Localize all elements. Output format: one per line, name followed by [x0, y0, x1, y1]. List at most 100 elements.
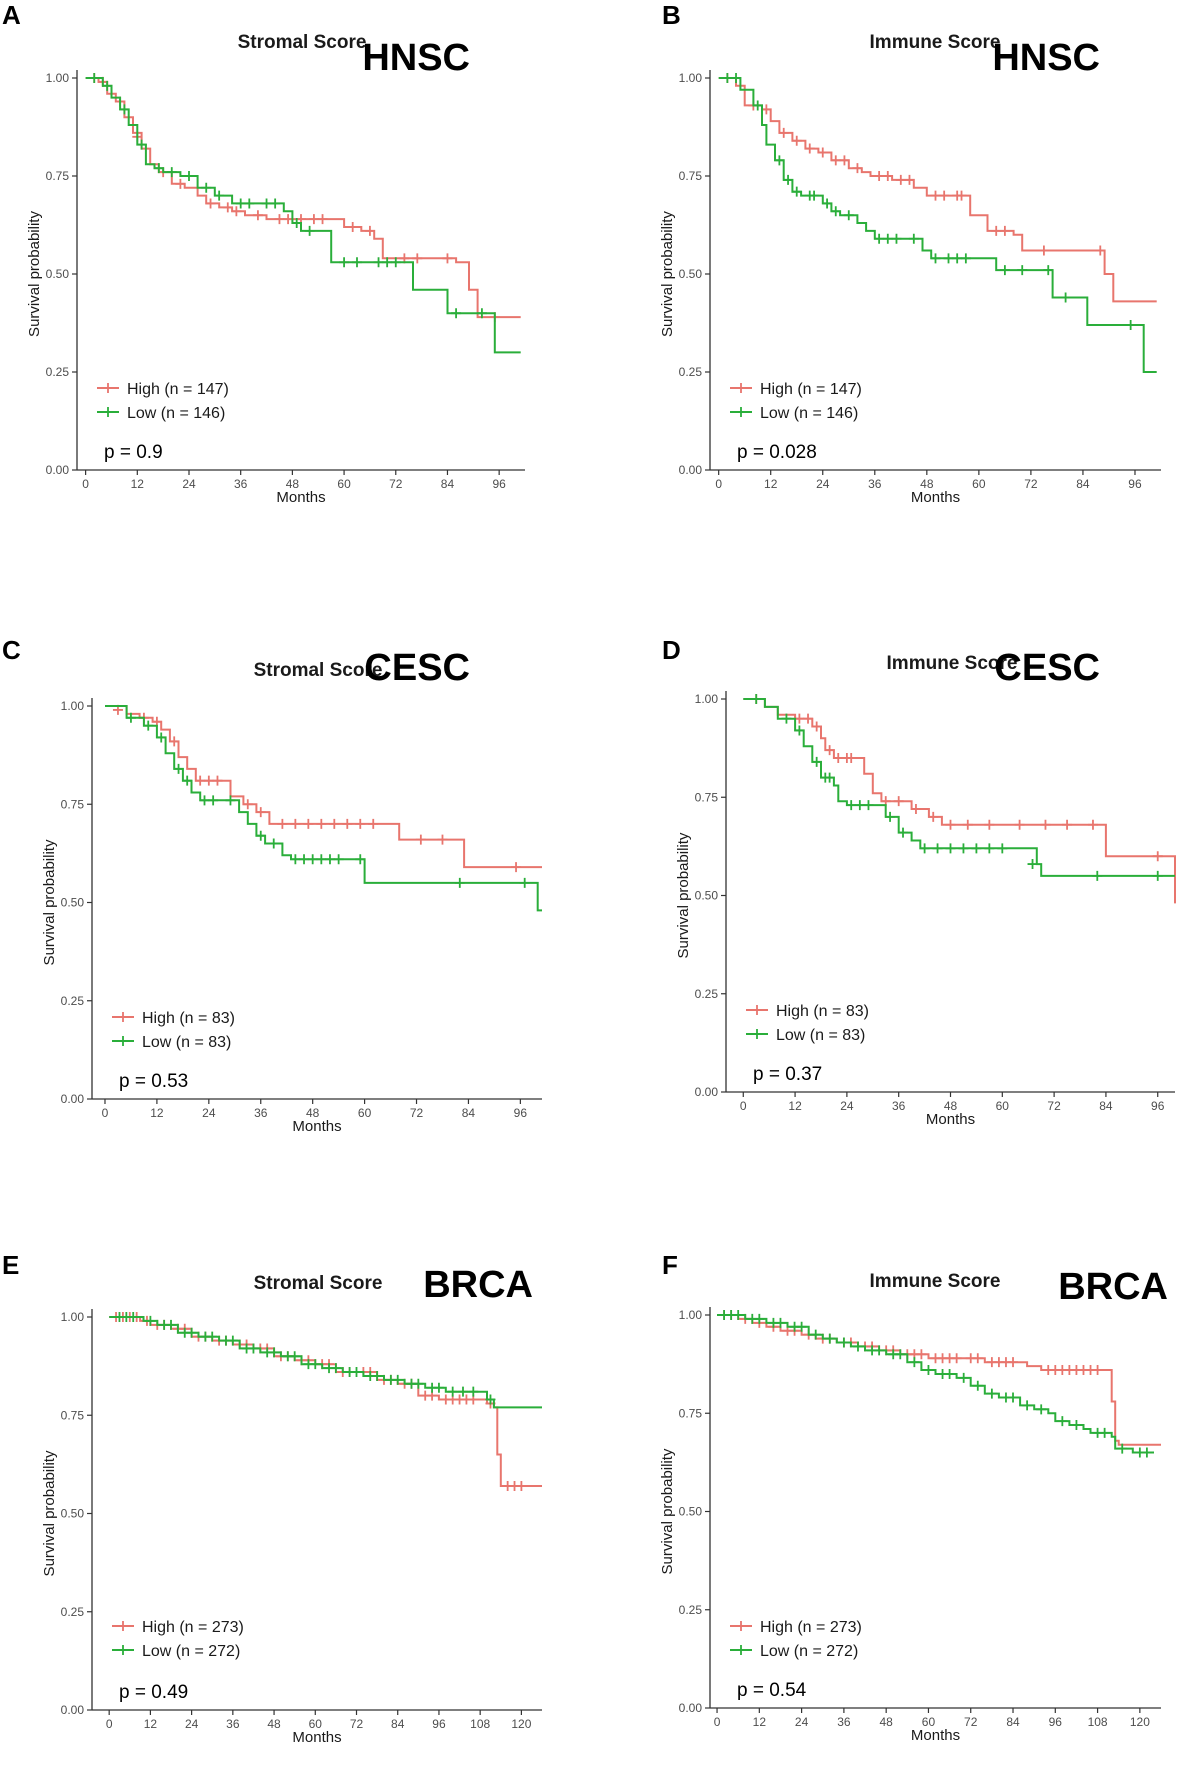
censor-mark-low [908, 233, 919, 244]
x-tick-label: 48 [920, 477, 934, 491]
censor-mark-low [997, 843, 1008, 854]
censor-mark-high [999, 225, 1010, 236]
censor-mark-high [817, 147, 828, 158]
panel-label: A [2, 0, 21, 30]
censor-mark-low [854, 800, 865, 811]
censor-mark-high [972, 1353, 983, 1364]
censor-mark-high [415, 834, 426, 845]
y-tick-label: 0.50 [61, 1507, 85, 1521]
x-tick-label: 36 [234, 477, 248, 491]
censor-mark-low [1092, 870, 1103, 881]
censor-mark-low [143, 720, 154, 731]
censor-mark-low [255, 830, 266, 841]
cancer-type-label: HNSC [992, 37, 1100, 79]
x-tick-label: 48 [286, 477, 300, 491]
censor-mark-low [351, 1367, 362, 1378]
censor-mark-high [839, 155, 850, 166]
censor-mark-low [451, 308, 462, 319]
censor-mark-low [89, 73, 100, 83]
chart-title: Stromal Score [238, 32, 367, 53]
x-tick-label: 60 [309, 1717, 323, 1731]
censor-mark-high [824, 745, 835, 756]
legend-label-low: Low (n = 83) [776, 1027, 865, 1044]
censor-mark-high [904, 174, 915, 185]
x-axis-title: Months [276, 489, 325, 506]
censor-mark-high [1095, 245, 1106, 256]
censor-mark-low [1152, 870, 1163, 881]
censor-mark-high [852, 163, 863, 174]
censor-mark-high [205, 198, 216, 209]
censor-mark-high [962, 819, 973, 830]
censor-mark-high [308, 214, 319, 225]
y-tick-label: 0.50 [679, 267, 703, 281]
x-tick-label: 60 [972, 477, 986, 491]
censor-mark-low [972, 1380, 983, 1391]
x-tick-label: 96 [514, 1106, 528, 1120]
censor-mark-low [960, 253, 971, 264]
censor-mark-high [212, 775, 223, 786]
y-tick-label: 0.75 [679, 169, 703, 183]
p-value: p = 0.49 [119, 1682, 188, 1703]
x-tick-label: 48 [944, 1099, 958, 1113]
legend-label-high: High (n = 83) [776, 1003, 869, 1020]
censor-mark-high [242, 799, 253, 810]
legend-label-high: High (n = 273) [760, 1619, 862, 1636]
censor-mark-low [153, 163, 164, 174]
x-tick-label: 36 [226, 1717, 240, 1731]
censor-mark-low [945, 843, 956, 854]
panel-label: D [662, 635, 681, 665]
censor-mark-low [208, 795, 219, 806]
censor-mark-high [175, 178, 186, 189]
censor-mark-low [958, 843, 969, 854]
y-tick-label: 0.25 [61, 994, 85, 1008]
x-tick-label: 96 [1128, 477, 1142, 491]
censor-mark-low [261, 198, 272, 209]
x-tick-label: 0 [740, 1099, 747, 1113]
censor-mark-high [347, 221, 358, 232]
censor-mark-high [991, 225, 1002, 236]
censor-mark-high [1092, 1365, 1103, 1376]
censor-mark-low [781, 713, 792, 724]
x-tick-label: 36 [892, 1099, 906, 1113]
x-tick-label: 60 [358, 1106, 372, 1120]
censor-mark-low [392, 1374, 403, 1385]
censor-mark-high [277, 818, 288, 829]
censor-mark-low [289, 1351, 300, 1362]
censor-mark-low [128, 1312, 139, 1322]
x-tick-label: 24 [795, 1715, 809, 1729]
censor-mark-low [874, 1345, 885, 1356]
censor-mark-low [184, 171, 194, 181]
censor-mark-low [923, 1365, 934, 1376]
x-tick-label: 84 [391, 1717, 405, 1731]
censor-mark-high [939, 190, 950, 201]
x-axis-title: Months [911, 1727, 960, 1744]
censor-mark-low [201, 182, 212, 193]
censor-mark-low [225, 795, 236, 806]
censor-mark-low [485, 1394, 496, 1405]
x-tick-label: 12 [788, 1099, 802, 1113]
censor-mark-high [1008, 1357, 1019, 1368]
censor-mark-high [437, 834, 448, 845]
x-tick-label: 48 [879, 1715, 893, 1729]
censor-mark-low [882, 233, 893, 244]
censor-mark-low [1057, 1416, 1068, 1427]
x-tick-label: 60 [922, 1715, 936, 1729]
censor-mark-high [804, 143, 815, 154]
censor-mark-low [809, 190, 820, 201]
x-tick-label: 96 [432, 1717, 446, 1731]
y-tick-label: 0.00 [46, 463, 70, 477]
censor-mark-low [1141, 1447, 1152, 1458]
censor-mark-low [838, 1337, 849, 1348]
censor-mark-high [1014, 819, 1025, 830]
km-curve-low [718, 77, 1157, 373]
y-tick-label: 1.00 [46, 71, 70, 85]
km-curve-high [743, 698, 1176, 904]
x-tick-label: 108 [470, 1717, 490, 1731]
censor-mark-low [339, 257, 350, 268]
censor-mark-low [783, 174, 794, 185]
y-tick-label: 0.25 [61, 1605, 85, 1619]
x-tick-label: 108 [1088, 1715, 1108, 1729]
y-tick-label: 0.00 [61, 1703, 85, 1717]
km-curve-high [717, 1314, 1161, 1446]
